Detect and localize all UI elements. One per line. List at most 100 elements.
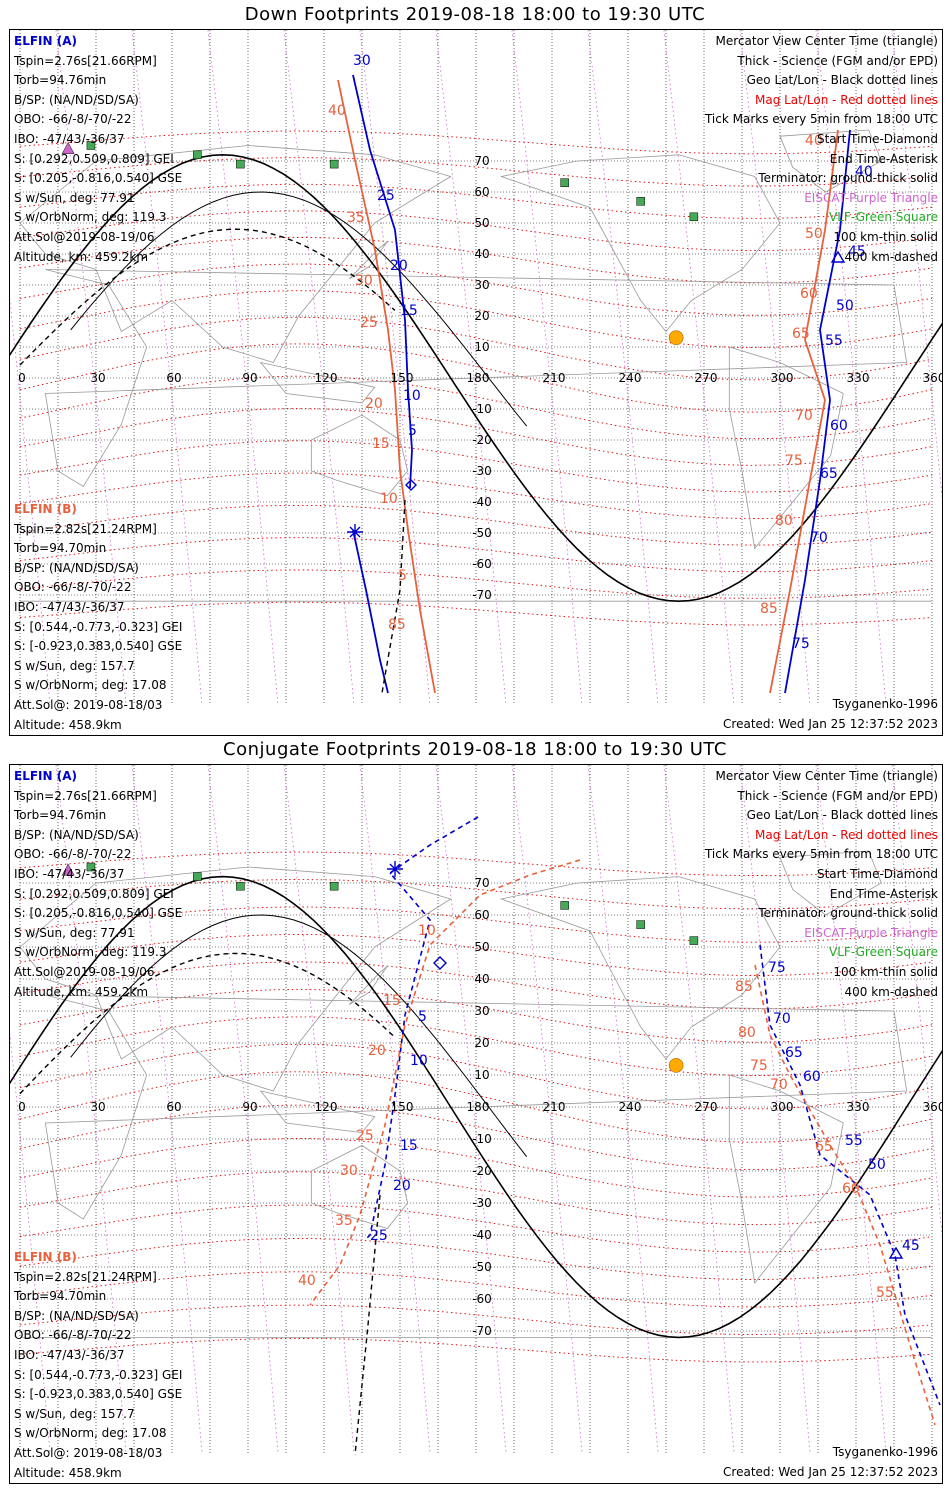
terminator-100km [70,191,528,427]
track-label: 20 [365,396,383,412]
lat-tick-label: 20 [474,309,489,323]
legend-geo: Geo Lat/Lon - Black dotted lines [746,73,938,88]
vlf-square [193,150,202,160]
elfin-a-torb: Torb=94.76min [14,808,107,823]
mag-grid [10,30,942,706]
track-label: 10 [418,923,436,939]
vlf-square [689,212,699,222]
track-dashed [381,499,406,694]
track-label: 65 [792,326,810,342]
elfin-b-altitude: Altitude: 458.9km [14,1465,122,1480]
elfin-b-orbnorm: S w/OrbNorm, deg: 17.08 [14,1426,167,1441]
lon-tick-label: 210 [543,371,566,385]
track-label: 30 [355,273,373,289]
lat-tick-label: -20 [472,1164,492,1178]
terminator-ground [10,153,942,603]
vlf-square [560,178,569,187]
elfin-b-info: ELFIN (B) Tspin=2.82s[21.24RPM] Torb=94.… [14,500,182,735]
lon-tick-label: 60 [166,1100,181,1114]
lat-tick-label: 70 [474,876,489,890]
terminator-ground [10,875,942,1339]
elfin-b-attsol: Att.Sol@: 2019-08-18/03 [14,1445,163,1460]
mag-parallel [19,157,933,187]
track-label: 65 [815,1139,833,1155]
track-label: 30 [340,1163,358,1179]
lat-tick-label: -10 [472,1132,492,1146]
elfin-b-track-east [754,964,936,1426]
legend-terminator: Terminator: ground-thick solid [758,906,938,921]
mag-meridian [435,30,507,706]
elfin-b-bsp: B/SP: (NA/ND/SD/SA) [14,1308,139,1323]
mag-parallel [19,440,933,493]
elfin-b-sun: S w/Sun, deg: 157.7 [14,1406,135,1421]
orbit-tracks: 5101520257570656055504510152025303540858… [298,816,941,1456]
lat-tick-label: 30 [474,278,489,292]
track-label: 5 [398,568,407,584]
mag-parallel [19,1171,933,1226]
legend-geo: Geo Lat/Lon - Black dotted lines [746,808,938,823]
vlf-square [193,872,202,881]
lon-tick-label: 270 [695,371,718,385]
footer-created: Created: Wed Jan 25 12:37:52 2023 [723,1465,938,1479]
track-label: 75 [750,1058,768,1074]
elfin-b-ibo: IBO: -47/43/-36/37 [14,599,125,614]
elfin-a-header: ELFIN (A) [14,769,77,783]
legend-view: Mercator View Center Time (triangle) [715,34,938,48]
legend-100km: 100 km-thin solid [833,964,938,979]
lon-tick-label: 90 [242,1100,257,1114]
start-diamond [405,479,417,491]
elfin-b-obo: OBO: -66/-8/-70/-22 [14,1328,132,1343]
legend-start: Start Time-Diamond [816,131,938,146]
lat-tick-label: 20 [474,1036,489,1050]
elfin-b-header: ELFIN (B) [14,502,77,516]
terminator-curve [10,141,942,603]
lat-tick-label: 30 [474,1004,489,1018]
map-canvas-conjugate: 5101520257570656055504510152025303540858… [10,765,942,1456]
mag-meridian [587,30,659,706]
lat-tick-label: -30 [472,464,492,478]
coastline [499,154,781,333]
coastline [44,994,908,1220]
vlf-square [560,901,569,910]
track-label: 25 [377,188,395,204]
lat-tick-label: -60 [472,1292,492,1306]
vlf-square [86,862,96,872]
lat-tick-label: -30 [472,1196,492,1210]
elfin-a-tspin: Tspin=2.76s[21.66RPM] [14,788,157,803]
footer-model: Tsyganenko-1996 [832,697,938,711]
mag-parallel [19,601,933,626]
mag-grid [10,765,942,1454]
elfin-b-ibo: IBO: -47/43/-36/37 [14,1347,125,1362]
elfin-b-track-east [769,129,839,694]
mag-parallel [19,130,933,155]
elfin-a-sun: S w/Sun, deg: 77.91 [14,190,135,205]
legend-eiscat: EISCAT-Purple Triangle [804,925,938,940]
track-label: 80 [775,513,793,529]
track-label: 60 [800,286,818,302]
lat-tick-label: -70 [472,588,492,602]
lat-tick-label: -70 [472,1324,492,1338]
lon-tick-label: 180 [467,1100,490,1114]
mag-parallel [19,472,933,519]
elfin-a-torb: Torb=94.76min [14,73,107,88]
elfin-a-sun: S w/Sun, deg: 77.91 [14,925,135,940]
elfin-a-obo: OBO: -66/-8/-70/-22 [14,847,132,862]
lon-tick-label: 300 [771,371,794,385]
lat-tick-label: -40 [472,1228,492,1242]
track-label: 50 [805,226,823,242]
elfin-a-track-south [352,529,389,694]
mag-parallel [19,343,933,413]
legend-ticks: Tick Marks every 5min from 18:00 UTC [704,847,938,862]
track-label: 70 [795,408,813,424]
coastline [779,129,882,193]
elfin-b-tspin: Tspin=2.82s[21.24RPM] [14,1269,157,1284]
geo-grid [19,765,933,1453]
terminator-curve [10,862,942,1339]
elfin-b-obo: OBO: -66/-8/-70/-22 [14,580,132,595]
track-label: 20 [390,258,408,274]
mag-parallel [19,1204,933,1253]
lat-tick-label: 40 [474,247,489,261]
legend-thick: Thick - Science (FGM and/or EPD) [737,53,938,68]
lat-tick-label: 50 [474,216,489,230]
axis-labels: 0 30 60 90 120 150 180 210 240 270 300 330 360 70 60 50… [18,876,942,1338]
